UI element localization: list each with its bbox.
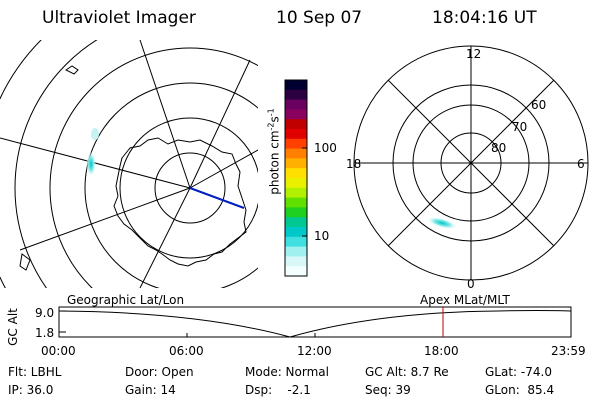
lon-line — [139, 187, 191, 288]
y-tick-9: 9.0 — [35, 306, 55, 320]
x-tick-0600: 06:00 — [169, 344, 204, 358]
filter-value: Flt: LBHL — [8, 365, 62, 379]
lat-circle — [49, 47, 258, 288]
lon-line — [19, 187, 191, 251]
colorbar-band — [285, 80, 307, 91]
mlat-label-60: 60 — [531, 98, 547, 112]
geographic-image-panel — [0, 40, 258, 288]
coastline — [113, 137, 247, 267]
mlat-label-80: 80 — [491, 141, 507, 155]
colorbar-axis-label: photon cm-2s-1 — [266, 108, 282, 195]
auroral-emission — [426, 216, 458, 230]
gc-alt-value: GC Alt: 8.7 Re — [365, 365, 449, 379]
glat-value: GLat: -74.0 — [485, 365, 552, 379]
glon-value: GLon: 85.4 — [485, 383, 555, 397]
lon-line — [189, 149, 258, 189]
mlat-label-70: 70 — [512, 120, 528, 134]
gain-value: Gain: 14 — [125, 383, 176, 397]
mlt-polar-plot — [353, 45, 589, 281]
coastline — [65, 65, 79, 75]
colorbar-band — [285, 207, 307, 218]
colorbar-band — [285, 187, 307, 199]
altitude-plot — [58, 306, 572, 338]
y-axis-label: GC Alt — [5, 308, 20, 346]
y-tick-1-8: 1.8 — [35, 326, 55, 340]
lat-circle — [14, 40, 98, 288]
geographic-label: Geographic Lat/Lon — [67, 293, 185, 307]
colorbar-band — [285, 197, 307, 208]
colorbar-band — [285, 119, 307, 130]
satellite-track — [189, 187, 245, 209]
colorbar-tick-10: 10 — [314, 229, 330, 243]
colorbar-band — [285, 158, 307, 169]
colorbar-band — [285, 227, 307, 238]
colorbar-band — [285, 178, 307, 189]
altitude-curve — [58, 310, 572, 338]
seq-value: Seq: 39 — [365, 383, 411, 397]
x-tick-1200: 12:00 — [297, 344, 332, 358]
colorbar-band — [285, 138, 307, 150]
auroral-emission — [86, 151, 96, 177]
mlt-label-6: 6 — [577, 157, 585, 171]
colorbar-band — [285, 89, 307, 101]
colorbar-band — [285, 256, 307, 267]
colorbar-band — [285, 246, 307, 257]
x-tick-0000: 00:00 — [41, 344, 76, 358]
mode-value: Mode: Normal — [245, 365, 329, 379]
colorbar-band — [285, 148, 307, 159]
x-tick-2359: 23:59 — [551, 344, 586, 358]
header-date: 10 Sep 07 — [276, 8, 363, 28]
colorbar-band — [285, 99, 307, 110]
lon-line — [189, 59, 251, 189]
mlt-label-18: 18 — [346, 157, 362, 171]
auroral-emission — [91, 128, 99, 140]
colorbar-band — [285, 129, 307, 140]
colorbar-band — [285, 109, 307, 120]
lat-circle — [84, 82, 258, 288]
header-time: 18:04:16 UT — [432, 8, 537, 28]
colorbar-band — [285, 266, 307, 277]
color-bar — [284, 79, 308, 277]
door-value: Door: Open — [125, 365, 194, 379]
colorbar-band — [285, 236, 307, 248]
mlt-label-0: 0 — [467, 277, 475, 291]
colorbar-tick-100: 100 — [314, 141, 337, 155]
x-tick-1800: 18:00 — [424, 344, 459, 358]
apex-label: Apex MLat/MLT — [420, 293, 510, 307]
dsp-value: Dsp: -2.1 — [245, 383, 311, 397]
colorbar-band — [285, 168, 307, 179]
lat-circle — [119, 117, 258, 259]
lat-circle — [154, 152, 226, 224]
lon-line — [139, 40, 191, 189]
mlt-label-12: 12 — [466, 47, 482, 61]
colorbar-band — [285, 217, 307, 228]
instrument-title: Ultraviolet Imager — [42, 8, 196, 28]
ip-value: IP: 36.0 — [8, 383, 54, 397]
coastline — [19, 253, 31, 271]
